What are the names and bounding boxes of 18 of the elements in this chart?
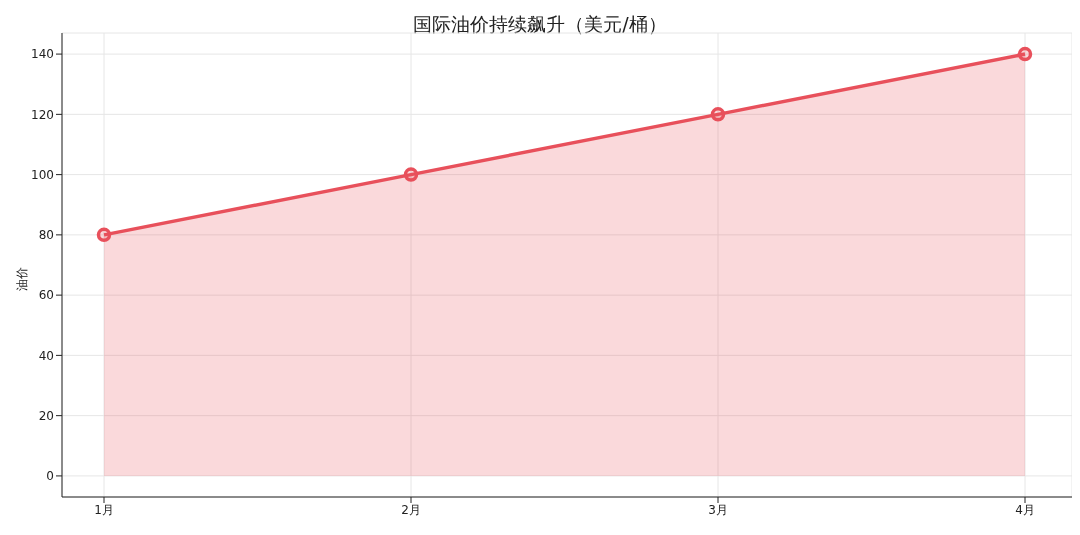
chart-title: 国际油价持续飙升（美元/桶） <box>412 12 668 37</box>
y-tick-label: 40 <box>38 348 54 363</box>
point <box>403 167 419 182</box>
x-tick-label: 4月 <box>1015 502 1035 517</box>
y-tick-label: 120 <box>31 107 54 122</box>
y-tick-label: 0 <box>46 469 54 484</box>
y-tick-label: 60 <box>38 288 54 303</box>
x-tick-label: 1月 <box>94 502 114 517</box>
point <box>1017 46 1033 62</box>
y-tick-label: 20 <box>38 408 54 423</box>
point <box>96 227 112 243</box>
y-tick-label: 80 <box>38 228 54 243</box>
x-tick-label: 3月 <box>708 502 728 517</box>
point <box>710 107 726 122</box>
x-tick-label: 2月 <box>401 502 421 517</box>
y-tick-label: 140 <box>31 47 54 62</box>
y-tick-label: 100 <box>31 167 54 182</box>
y-axis-title: 油价 <box>13 266 30 291</box>
